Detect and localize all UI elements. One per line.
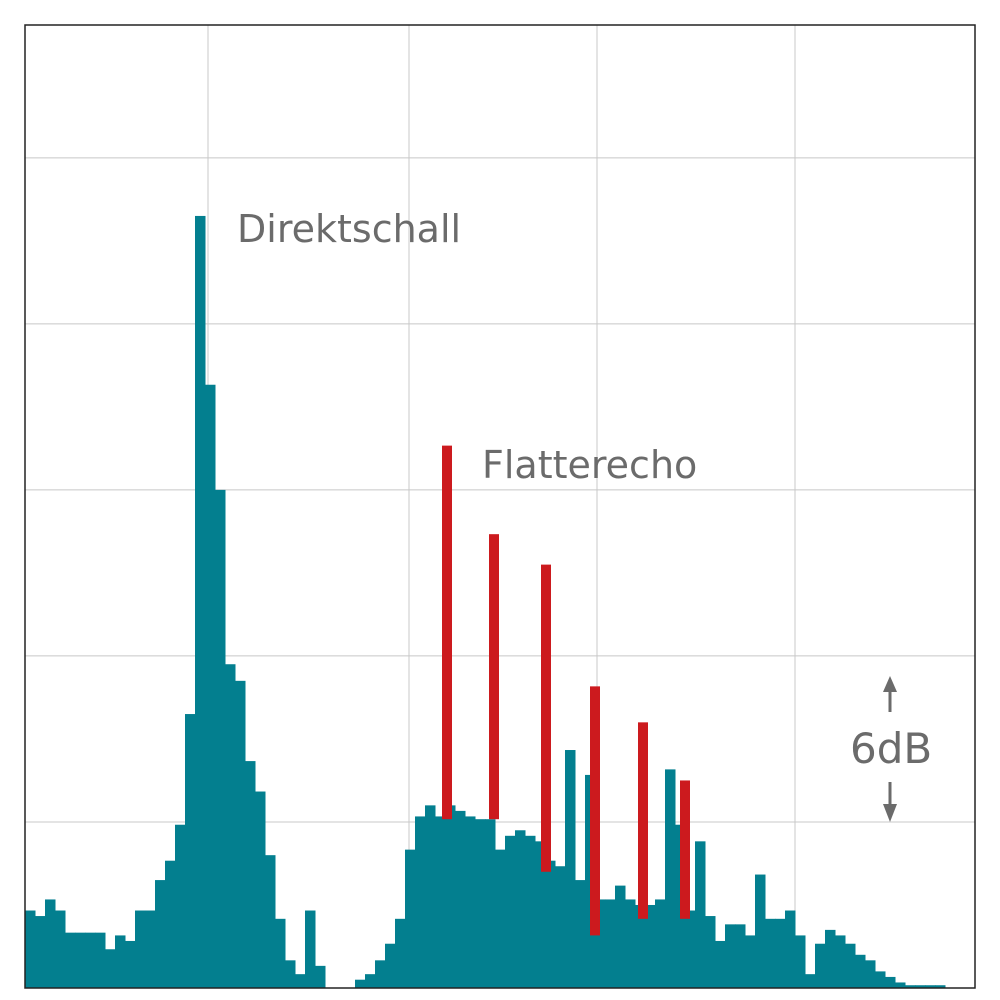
bar — [465, 816, 476, 988]
bar — [195, 215, 206, 989]
bar — [105, 949, 116, 988]
bar — [575, 880, 586, 988]
bar — [125, 940, 136, 988]
bar — [755, 874, 766, 988]
bar — [885, 976, 896, 988]
bar — [85, 932, 96, 988]
echo-bar — [638, 722, 648, 919]
bar — [525, 835, 536, 988]
bar — [665, 769, 676, 988]
echo-bar — [442, 445, 452, 820]
bar — [285, 960, 296, 988]
bar — [495, 849, 506, 988]
bar — [635, 904, 646, 988]
bar — [485, 819, 496, 988]
bar — [655, 899, 666, 988]
bar — [875, 971, 886, 988]
bar — [235, 680, 246, 988]
bar — [745, 935, 756, 988]
bar — [395, 918, 406, 988]
bar — [595, 899, 606, 988]
bar — [835, 935, 846, 988]
bar — [165, 860, 176, 988]
bar — [185, 714, 196, 988]
bar — [265, 855, 276, 988]
bar — [695, 841, 706, 988]
bar — [315, 965, 326, 988]
echo-bar — [541, 564, 551, 872]
bar — [65, 932, 76, 988]
bar — [925, 985, 936, 988]
bar — [35, 916, 46, 988]
bar — [255, 791, 266, 988]
bar — [415, 816, 426, 988]
bar — [365, 974, 376, 988]
bar — [935, 985, 946, 988]
bar — [555, 866, 566, 988]
annotation: Flatterecho — [482, 443, 697, 487]
scale-arrows — [883, 676, 897, 822]
bar — [245, 761, 256, 988]
bar — [375, 960, 386, 988]
bar — [915, 985, 926, 988]
bar — [815, 943, 826, 988]
bar — [455, 810, 466, 988]
annotation: Direktschall — [237, 207, 461, 251]
bar — [735, 924, 746, 988]
bar — [355, 979, 366, 988]
bar — [215, 489, 226, 988]
echo-bar — [680, 780, 690, 919]
bar — [435, 816, 446, 988]
bar — [645, 904, 656, 988]
bar — [425, 805, 436, 988]
echo-bar — [489, 534, 499, 820]
bar — [625, 899, 636, 988]
bar — [475, 819, 486, 988]
bar — [225, 664, 236, 988]
annotation: 6dB — [850, 724, 932, 773]
bar — [565, 750, 576, 988]
bar — [845, 943, 856, 988]
bar — [145, 910, 156, 988]
bar — [685, 910, 696, 988]
bar — [615, 885, 626, 988]
bar — [775, 918, 786, 988]
bar — [175, 824, 186, 988]
bar — [605, 899, 616, 988]
bar — [515, 830, 526, 988]
bar — [905, 985, 916, 988]
bar — [765, 918, 776, 988]
bar — [25, 910, 36, 988]
bar — [55, 910, 66, 988]
bar — [45, 899, 56, 988]
bar — [115, 935, 126, 988]
bar — [805, 974, 816, 988]
bar — [275, 918, 286, 988]
bar — [785, 910, 796, 988]
bar — [445, 805, 456, 988]
bar — [715, 940, 726, 988]
bar — [865, 960, 876, 988]
bar — [75, 932, 86, 988]
bar — [725, 924, 736, 988]
bar — [305, 910, 316, 988]
bar — [505, 835, 516, 988]
bar — [855, 954, 866, 988]
bar — [535, 841, 546, 988]
bar — [385, 943, 396, 988]
bar — [545, 860, 556, 988]
bar — [795, 935, 806, 988]
bar — [95, 932, 106, 988]
bar — [295, 974, 306, 988]
bar — [825, 929, 836, 988]
bar — [705, 916, 716, 988]
echo-bar — [590, 686, 600, 936]
bar — [895, 982, 906, 988]
bar — [205, 384, 216, 988]
bar — [135, 910, 146, 988]
plot-frame — [24, 24, 976, 989]
bar — [155, 880, 166, 988]
bar — [405, 849, 416, 988]
